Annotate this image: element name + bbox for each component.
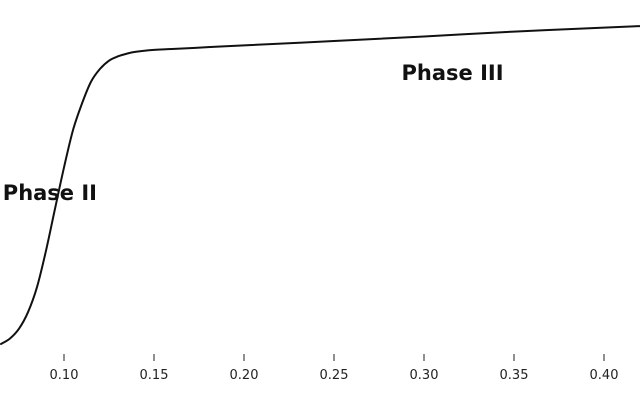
annotation-layer: Phase II Phase III — [3, 61, 504, 205]
annotation-0: Phase II — [3, 181, 97, 205]
x-tick-label-4: 0.30 — [410, 368, 439, 383]
x-tick-label-0: 0.10 — [50, 368, 79, 383]
x-tick-label-3: 0.25 — [320, 368, 349, 383]
series-line-0 — [0, 25, 640, 345]
x-tick-label-2: 0.20 — [230, 368, 259, 383]
x-tick-label-6: 0.40 — [590, 368, 619, 383]
x-tick-label-5: 0.35 — [500, 368, 529, 383]
x-tick-label-1: 0.15 — [140, 368, 169, 383]
curve-layer — [0, 25, 640, 345]
x-axis: 0.10 0.15 0.20 0.25 0.30 0.35 0.40 — [50, 354, 619, 383]
annotation-1: Phase III — [402, 61, 504, 85]
